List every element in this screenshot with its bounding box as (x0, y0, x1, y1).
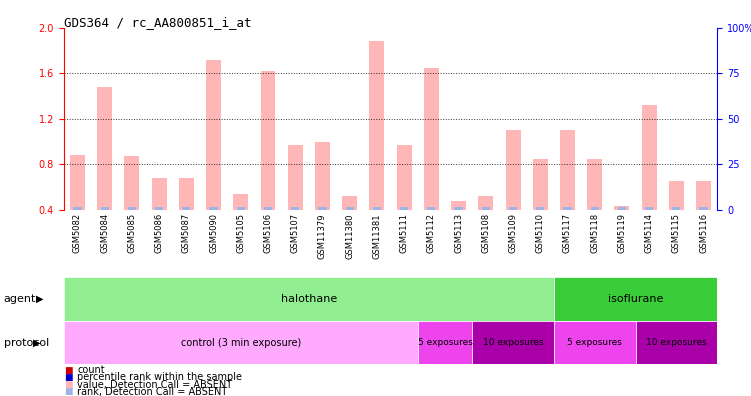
Bar (481, 208, 490, 210)
Bar (454, 208, 463, 210)
Bar (206, 60, 221, 210)
Bar (70, 155, 85, 210)
Text: GSM5114: GSM5114 (644, 213, 653, 253)
Bar (125, 156, 140, 210)
Bar (74, 208, 82, 210)
Text: GSM5084: GSM5084 (100, 213, 109, 253)
Bar (291, 208, 300, 210)
Bar (64, 321, 418, 364)
Bar (397, 145, 412, 210)
Bar (345, 208, 354, 210)
Bar (554, 321, 635, 364)
Bar (64, 277, 554, 321)
Text: GSM5117: GSM5117 (563, 213, 572, 253)
Text: halothane: halothane (281, 294, 337, 304)
Text: GSM5119: GSM5119 (617, 213, 626, 253)
Text: agent: agent (4, 294, 36, 304)
Bar (152, 178, 167, 210)
Bar (536, 208, 544, 210)
Text: ■: ■ (64, 387, 72, 396)
Bar (699, 208, 707, 210)
Bar (424, 68, 439, 210)
Bar (400, 208, 409, 210)
Bar (587, 159, 602, 210)
Text: value, Detection Call = ABSENT: value, Detection Call = ABSENT (77, 379, 233, 390)
Text: GSM5106: GSM5106 (264, 213, 273, 253)
Text: GSM11381: GSM11381 (372, 213, 382, 259)
Bar (696, 181, 711, 210)
Bar (315, 142, 330, 210)
Bar (635, 321, 717, 364)
Text: GSM5090: GSM5090 (209, 213, 218, 253)
Bar (128, 208, 136, 210)
Text: GSM5086: GSM5086 (155, 213, 164, 253)
Text: 10 exposures: 10 exposures (646, 338, 707, 347)
Bar (318, 208, 327, 210)
Bar (418, 321, 472, 364)
Text: protocol: protocol (4, 337, 49, 348)
Text: control (3 min exposure): control (3 min exposure) (181, 337, 301, 348)
Text: ▶: ▶ (33, 337, 41, 348)
Text: 5 exposures: 5 exposures (418, 338, 472, 347)
Bar (97, 87, 112, 210)
Text: GSM5116: GSM5116 (699, 213, 708, 253)
Text: GSM5111: GSM5111 (400, 213, 409, 253)
Bar (560, 130, 575, 210)
Bar (645, 208, 653, 210)
Bar (179, 178, 194, 210)
Text: GSM5107: GSM5107 (291, 213, 300, 253)
Text: ■: ■ (64, 380, 72, 389)
Bar (614, 206, 629, 210)
Bar (427, 208, 436, 210)
Bar (210, 208, 218, 210)
Bar (478, 196, 493, 210)
Bar (590, 208, 599, 210)
Text: ■: ■ (64, 366, 72, 375)
Bar (237, 208, 245, 210)
Bar (641, 105, 656, 210)
Bar (261, 71, 276, 210)
Text: GSM11379: GSM11379 (318, 213, 327, 259)
Bar (618, 208, 626, 210)
Bar (669, 181, 684, 210)
Bar (369, 42, 385, 210)
Bar (288, 145, 303, 210)
Bar (342, 196, 357, 210)
Bar (509, 208, 517, 210)
Text: 10 exposures: 10 exposures (483, 338, 543, 347)
Bar (372, 208, 381, 210)
Text: GSM5113: GSM5113 (454, 213, 463, 253)
Text: GSM5118: GSM5118 (590, 213, 599, 253)
Text: GSM5082: GSM5082 (73, 213, 82, 253)
Bar (563, 208, 572, 210)
Bar (554, 277, 717, 321)
Bar (234, 194, 249, 210)
Text: ■: ■ (64, 373, 72, 382)
Bar (505, 130, 520, 210)
Text: GSM5112: GSM5112 (427, 213, 436, 253)
Bar (101, 208, 109, 210)
Text: 5 exposures: 5 exposures (567, 338, 622, 347)
Text: rank, Detection Call = ABSENT: rank, Detection Call = ABSENT (77, 386, 228, 396)
Bar (451, 201, 466, 210)
Text: GSM5109: GSM5109 (508, 213, 517, 253)
Text: count: count (77, 365, 105, 375)
Text: GSM5087: GSM5087 (182, 213, 191, 253)
Text: percentile rank within the sample: percentile rank within the sample (77, 372, 243, 383)
Text: GDS364 / rc_AA800851_i_at: GDS364 / rc_AA800851_i_at (64, 16, 252, 29)
Text: GSM5085: GSM5085 (128, 213, 137, 253)
Text: isoflurane: isoflurane (608, 294, 663, 304)
Bar (532, 159, 547, 210)
Text: GSM5115: GSM5115 (672, 213, 681, 253)
Bar (182, 208, 191, 210)
Text: GSM11380: GSM11380 (345, 213, 354, 259)
Bar (672, 208, 680, 210)
Text: GSM5108: GSM5108 (481, 213, 490, 253)
Bar (264, 208, 272, 210)
Text: ▶: ▶ (36, 294, 44, 304)
Bar (472, 321, 554, 364)
Text: GSM5110: GSM5110 (535, 213, 544, 253)
Text: GSM5105: GSM5105 (237, 213, 246, 253)
Bar (155, 208, 163, 210)
